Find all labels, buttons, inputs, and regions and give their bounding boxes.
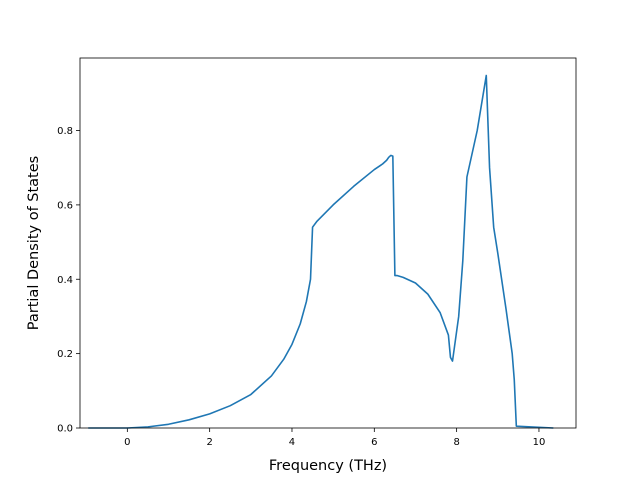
y-axis-label: Partial Density of States: [26, 156, 42, 330]
x-axis-label: Frequency (THz): [269, 458, 387, 474]
y-tick-label: 0.2: [57, 349, 73, 360]
x-tick-label: 4: [289, 437, 295, 448]
x-tick-label: 0: [124, 437, 130, 448]
y-axis-ticks: 0.0 0.2 0.4 0.6 0.8: [57, 126, 80, 435]
x-tick-label: 2: [206, 437, 212, 448]
x-tick-label: 6: [371, 437, 377, 448]
y-tick-label: 0.0: [57, 424, 73, 435]
pdos-series-line: [88, 74, 554, 429]
y-tick-label: 0.4: [57, 275, 73, 286]
y-tick-label: 0.8: [57, 126, 73, 137]
x-axis-ticks: 0 2 4 6 8 10: [124, 428, 545, 448]
x-tick-label: 10: [533, 437, 546, 448]
plot-frame: [79, 57, 577, 429]
x-tick-label: 8: [453, 437, 459, 448]
y-tick-label: 0.6: [57, 200, 73, 211]
